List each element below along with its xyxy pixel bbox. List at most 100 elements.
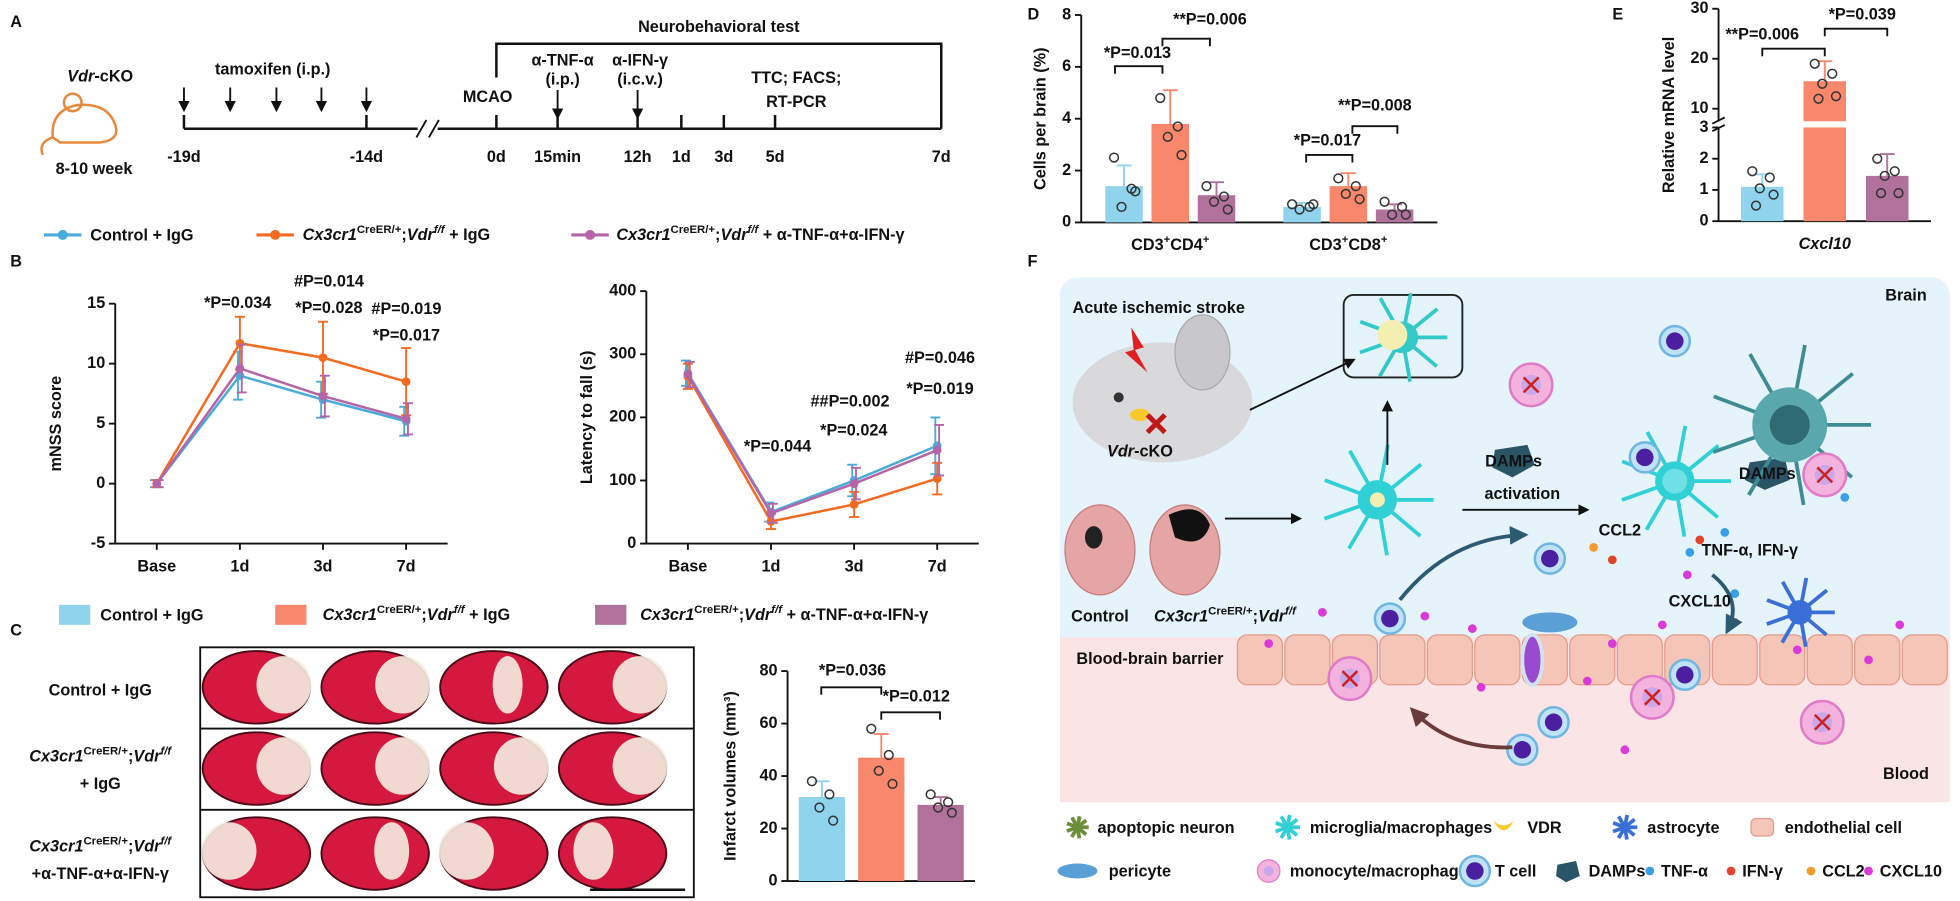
infarct-area: [492, 656, 523, 714]
text-part: CreER/+: [377, 604, 422, 616]
point-marker: [318, 353, 328, 363]
text-part: f/f: [1285, 605, 1297, 617]
error-bar: [814, 780, 830, 798]
text-part: CreER/+: [83, 745, 128, 757]
endothelial-cell: [1474, 634, 1521, 686]
point-marker: [401, 414, 411, 424]
t-cell-nucleus: [1544, 713, 1563, 732]
y-axis-label: mNSS score: [47, 376, 65, 472]
significance-label: *P=0.028: [295, 299, 362, 317]
text-part: Cx3cr1: [29, 838, 83, 856]
legend-label: T cell: [1495, 863, 1537, 881]
point-marker: [849, 479, 859, 489]
cxcl10-dot: [1864, 655, 1873, 665]
data-point: [925, 789, 936, 800]
x-tick-label: 1d: [762, 558, 781, 576]
legend-label: IFN-γ: [1742, 863, 1783, 881]
time-label: 0d: [487, 148, 506, 166]
panel-label: D: [1027, 5, 1039, 23]
significance-label: *P=0.036: [819, 661, 886, 679]
text-part: Cx3cr1: [303, 226, 357, 244]
data-point: [943, 797, 954, 808]
point-marker: [683, 370, 693, 379]
data-point: [1879, 170, 1890, 182]
infarct-area: [493, 737, 549, 795]
diagram-label: Blood: [1883, 765, 1929, 783]
data-point: [1809, 58, 1820, 69]
text-part: CD3: [1309, 236, 1341, 254]
legend-label: Cx3cr1CreER/+;Vdrf/f + IgG: [323, 604, 510, 624]
legend-swatch: [595, 604, 627, 625]
text-part: Vdr: [1258, 608, 1287, 626]
data-point: [887, 778, 898, 790]
text-part: Cx3cr1: [29, 748, 83, 766]
significance-label: *P=0.044: [744, 438, 811, 456]
data-point: [946, 807, 958, 818]
diagram-label: Acute ischemic stroke: [1073, 299, 1245, 317]
diagram-label: DAMPs: [1485, 453, 1542, 471]
text-part: CreER/+: [671, 224, 716, 236]
error-bar: [1387, 203, 1403, 210]
cxcl10-dot: [1318, 607, 1327, 617]
data-point: [1130, 186, 1141, 197]
x-tick-label: 3d: [314, 558, 333, 576]
endothelial-cell: [1759, 634, 1806, 686]
lightning: [1124, 327, 1148, 373]
point-marker: [235, 338, 245, 348]
x-tick-label: Base: [668, 558, 707, 576]
significance-label: #P=0.014: [294, 273, 364, 291]
data-point: [1208, 196, 1220, 207]
data-point: [1294, 204, 1305, 215]
data-point: [1172, 121, 1183, 132]
infarct-area: [375, 737, 431, 795]
error-bar: [1116, 164, 1132, 187]
t-cell-nucleus: [1513, 741, 1532, 759]
y-tick-label: 8: [1062, 5, 1071, 23]
text-part: Vdr: [407, 226, 436, 244]
point-marker: [932, 445, 942, 455]
text-part: + α-TNF-α+α-IFN-γ: [782, 606, 928, 624]
row-label: + IgG: [80, 775, 121, 793]
tnf-icon: [1645, 866, 1655, 876]
y-axis-label: Relative mRNA level: [1660, 37, 1678, 193]
cell-body: [1073, 823, 1082, 832]
axis-break: [428, 119, 440, 138]
significance-bracket: [880, 711, 941, 720]
data-point: [1379, 196, 1390, 207]
x-tick-label: Cxcl10: [1799, 235, 1851, 253]
data-point: [883, 749, 894, 761]
text-part: ;: [128, 838, 133, 856]
panel-label: B: [10, 253, 22, 271]
legend-swatch: [275, 604, 307, 625]
text-part: Vdr: [744, 606, 773, 624]
legend-label: CCL2: [1822, 863, 1864, 881]
cxcl10-dot: [1607, 639, 1617, 648]
bar: [1105, 186, 1143, 223]
point-marker: [152, 479, 162, 488]
data-point: [1386, 209, 1398, 220]
y-tick-label: 2: [1062, 161, 1071, 179]
text-part: ;: [1253, 608, 1258, 626]
time-label: -14d: [350, 148, 383, 166]
legend-label: monocyte/macrophages: [1290, 863, 1477, 881]
error-bar: [1817, 60, 1833, 82]
image-frame: [199, 646, 695, 899]
y-tick-label: 2: [1700, 149, 1709, 167]
axis-break: [1711, 116, 1726, 125]
data-point: [933, 802, 944, 813]
test-bracket: [495, 42, 943, 119]
significance-label: **P=0.006: [1725, 25, 1799, 43]
y-tick-label: 30: [1690, 0, 1708, 17]
significance-bracket: [1351, 125, 1399, 134]
cxcl10-dot: [1895, 620, 1905, 630]
ccl2-icon: [1806, 866, 1816, 876]
error-bar: [873, 733, 889, 758]
cxcl10-dot: [1467, 624, 1477, 633]
text-part: CreER/+: [83, 835, 128, 847]
treatment-label: α-TNF-α: [531, 52, 593, 70]
axis-break: [415, 119, 428, 138]
bar: [1803, 81, 1847, 222]
text-part: CD8: [1348, 236, 1380, 254]
data-point: [814, 802, 825, 813]
text-part: Cx3cr1: [323, 606, 377, 624]
